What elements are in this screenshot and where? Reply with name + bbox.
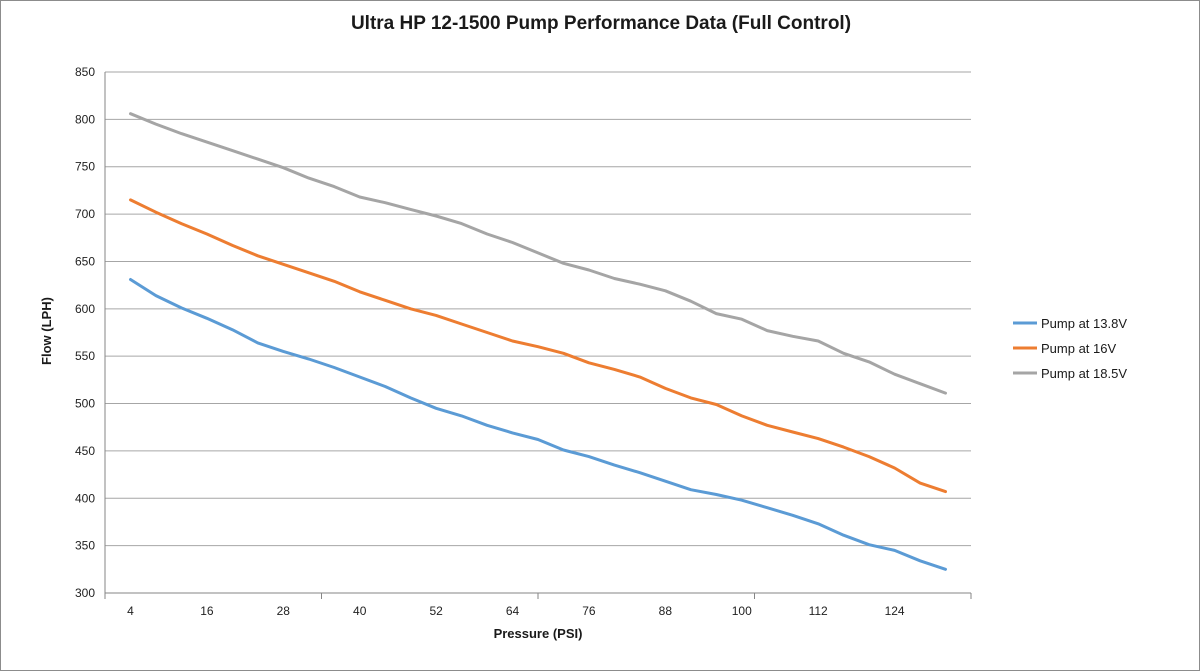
y-tick-label: 300 xyxy=(75,586,95,600)
y-tick-label: 350 xyxy=(75,539,95,553)
x-tick-label: 4 xyxy=(127,604,134,618)
y-tick-label: 450 xyxy=(75,444,95,458)
y-tick-label: 400 xyxy=(75,491,95,505)
y-tick-label: 650 xyxy=(75,254,95,268)
x-tick-label: 100 xyxy=(732,604,752,618)
axes: 300 350 400 450 500 550 600 650 700 750 800 850 4 16 2… xyxy=(75,65,972,618)
x-tick-label: 40 xyxy=(353,604,367,618)
series-lines xyxy=(129,112,947,571)
gridlines xyxy=(105,71,971,594)
y-tick-label: 550 xyxy=(75,349,95,363)
series-line-2 xyxy=(129,198,947,494)
chart-title: Ultra HP 12-1500 Pump Performance Data (… xyxy=(351,13,851,34)
x-tick-label: 28 xyxy=(277,604,291,618)
y-tick-label: 850 xyxy=(75,65,95,79)
x-tick-label: 64 xyxy=(506,604,520,618)
x-tick-label: 76 xyxy=(582,604,596,618)
y-tick-label: 600 xyxy=(75,302,95,316)
y-tick-label: 750 xyxy=(75,160,95,174)
y-tick-label: 700 xyxy=(75,207,95,221)
x-tick-label: 124 xyxy=(885,604,905,618)
legend: Pump at 13.8V Pump at 16V Pump at 18.5V xyxy=(1013,316,1127,381)
y-tick-label: 500 xyxy=(75,397,95,411)
y-axis-title: Flow (LPH) xyxy=(39,297,54,365)
x-tick-label: 52 xyxy=(429,604,443,618)
x-axis-title: Pressure (PSI) xyxy=(494,626,583,641)
legend-label: Pump at 16V xyxy=(1041,341,1116,356)
x-tick-label: 16 xyxy=(200,604,214,618)
legend-label: Pump at 18.5V xyxy=(1041,366,1127,381)
series-line-1 xyxy=(129,278,947,571)
x-tick-label: 112 xyxy=(809,604,828,618)
series-line-3 xyxy=(129,112,947,395)
legend-label: Pump at 13.8V xyxy=(1041,316,1127,331)
y-tick-label: 800 xyxy=(75,112,95,126)
x-tick-label: 88 xyxy=(659,604,673,618)
